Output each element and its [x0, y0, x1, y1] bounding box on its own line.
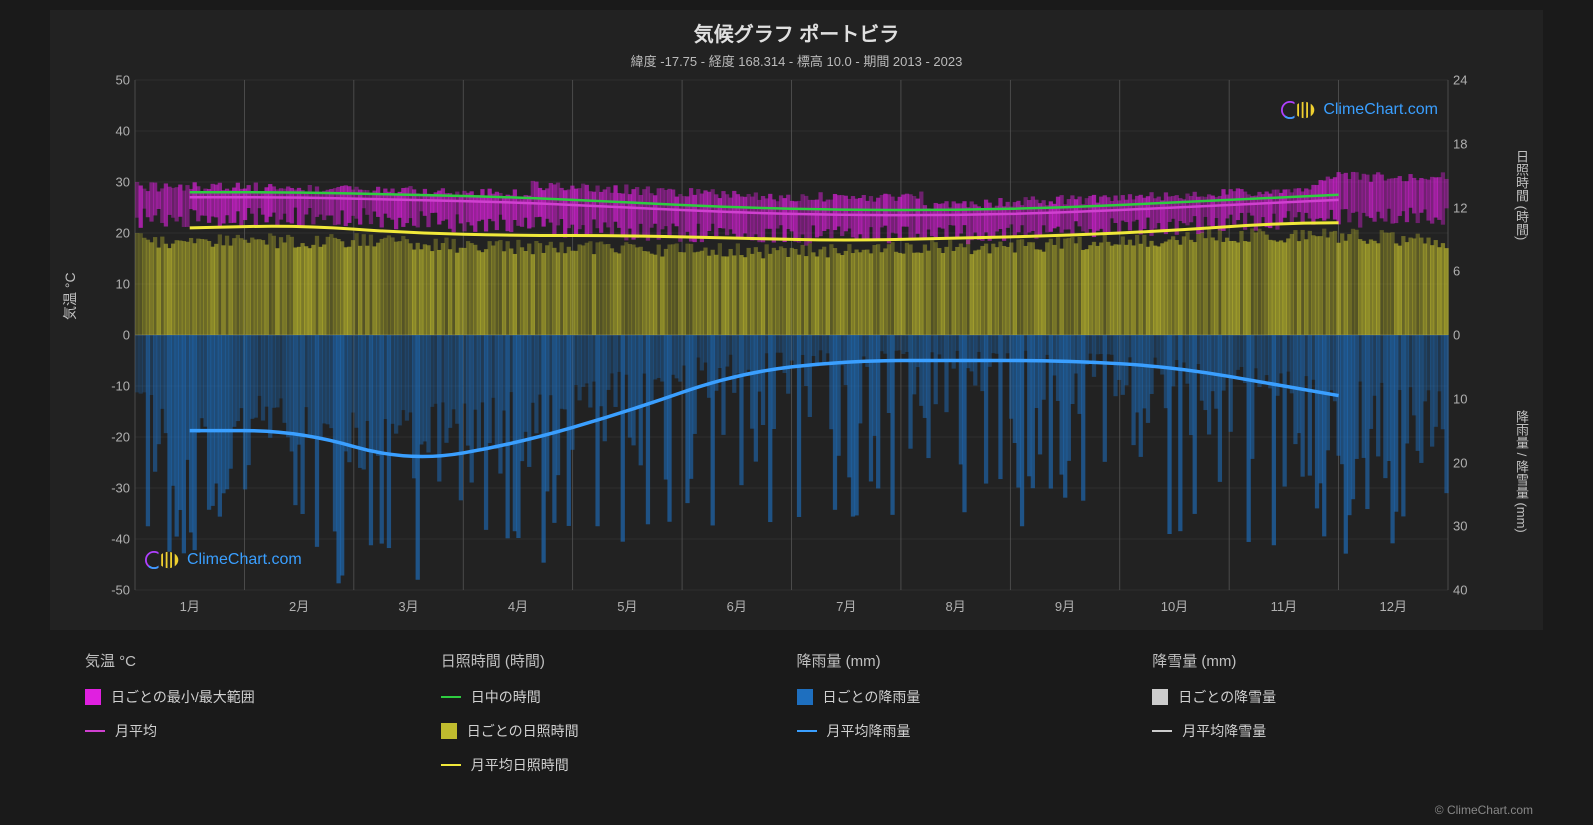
- chart-subtitle: 緯度 -17.75 - 経度 168.314 - 標高 10.0 - 期間 20…: [50, 47, 1543, 80]
- legend-item: 日ごとの降雪量: [1152, 687, 1508, 707]
- watermark-top: ClimeChart.com: [1281, 98, 1438, 122]
- y-tick-left: 0: [95, 328, 130, 343]
- x-tick-month: 8月: [946, 596, 966, 615]
- x-tick-month: 2月: [289, 596, 309, 615]
- legend-swatch: [797, 689, 813, 705]
- legend-header: 降雨量 (mm): [797, 650, 1153, 671]
- legend-item: 日ごとの降雨量: [797, 687, 1153, 707]
- legend-column: 降雨量 (mm) 日ごとの降雨量月平均降雨量: [797, 650, 1153, 815]
- y-tick-right-sun: 0: [1453, 328, 1488, 343]
- logo-icon: [145, 548, 181, 572]
- x-tick-month: 10月: [1161, 596, 1188, 615]
- x-tick-month: 12月: [1380, 596, 1407, 615]
- x-tick-month: 4月: [508, 596, 528, 615]
- y-tick-left: -10: [95, 379, 130, 394]
- credit-text: © ClimeChart.com: [1435, 803, 1533, 817]
- chart-title: 気候グラフ ポートビラ: [50, 10, 1543, 47]
- y-tick-left: -40: [95, 532, 130, 547]
- legend-column: 日照時間 (時間) 日中の時間日ごとの日照時間月平均日照時間: [441, 650, 797, 815]
- legend-header: 日照時間 (時間): [441, 650, 797, 671]
- chart-container: 気候グラフ ポートビラ 緯度 -17.75 - 経度 168.314 - 標高 …: [50, 10, 1543, 630]
- x-tick-month: 6月: [727, 596, 747, 615]
- y-axis-label-right-sunshine: 日照時間 (時間): [1512, 150, 1531, 240]
- y-tick-right-sun: 6: [1453, 264, 1488, 279]
- legend-item: 月平均: [85, 721, 441, 741]
- y-axis-label-right-rain: 降雨量 / 降雪量 (mm): [1512, 410, 1531, 533]
- x-tick-month: 3月: [398, 596, 418, 615]
- legend-label: 日中の時間: [471, 687, 541, 707]
- y-tick-right-rain: 20: [1453, 455, 1488, 470]
- legend-line-swatch: [85, 730, 105, 732]
- logo-icon: [1281, 98, 1317, 122]
- y-tick-right-rain: 10: [1453, 391, 1488, 406]
- legend-label: 日ごとの降雪量: [1178, 687, 1276, 707]
- legend-line-swatch: [441, 696, 461, 698]
- y-tick-right-rain: 40: [1453, 583, 1488, 598]
- y-tick-left: -30: [95, 481, 130, 496]
- legend-header: 降雪量 (mm): [1152, 650, 1508, 671]
- x-tick-month: 5月: [617, 596, 637, 615]
- legend-label: 月平均降雨量: [827, 721, 911, 741]
- legend-label: 月平均降雪量: [1182, 721, 1266, 741]
- watermark-text: ClimeChart.com: [187, 551, 302, 569]
- watermark-bottom: ClimeChart.com: [145, 548, 302, 572]
- legend-label: 月平均日照時間: [471, 755, 569, 775]
- legend-label: 日ごとの降雨量: [823, 687, 921, 707]
- y-tick-right-sun: 24: [1453, 73, 1488, 88]
- y-tick-right-sun: 18: [1453, 136, 1488, 151]
- y-tick-left: 10: [95, 277, 130, 292]
- y-tick-left: 30: [95, 175, 130, 190]
- legend-item: 月平均降雨量: [797, 721, 1153, 741]
- x-tick-month: 11月: [1271, 596, 1298, 615]
- y-tick-right-rain: 30: [1453, 519, 1488, 534]
- legend-column: 気温 °C 日ごとの最小/最大範囲月平均: [85, 650, 441, 815]
- y-tick-left: 50: [95, 73, 130, 88]
- legend-item: 日中の時間: [441, 687, 797, 707]
- y-tick-left: -20: [95, 430, 130, 445]
- legend-swatch: [85, 689, 101, 705]
- x-tick-month: 1月: [180, 596, 200, 615]
- legend-item: 月平均降雪量: [1152, 721, 1508, 741]
- legend-line-swatch: [441, 764, 461, 766]
- y-tick-left: 20: [95, 226, 130, 241]
- x-tick-month: 7月: [836, 596, 856, 615]
- plot-area: -50-40-30-20-1001020304050 0612182410203…: [135, 80, 1448, 590]
- legend-item: 日ごとの日照時間: [441, 721, 797, 741]
- watermark-text: ClimeChart.com: [1323, 101, 1438, 119]
- legend-column: 降雪量 (mm) 日ごとの降雪量月平均降雪量: [1152, 650, 1508, 815]
- legend-line-swatch: [1152, 730, 1172, 732]
- y-tick-right-sun: 12: [1453, 200, 1488, 215]
- chart-svg: [135, 80, 1448, 590]
- legend-label: 月平均: [115, 721, 157, 741]
- y-axis-label-left: 気温 °C: [60, 272, 80, 320]
- legend-swatch: [441, 723, 457, 739]
- legend-label: 日ごとの最小/最大範囲: [111, 687, 255, 707]
- legend-line-swatch: [797, 730, 817, 732]
- legend-swatch: [1152, 689, 1168, 705]
- legend-item: 日ごとの最小/最大範囲: [85, 687, 441, 707]
- legend-area: 気温 °C 日ごとの最小/最大範囲月平均 日照時間 (時間) 日中の時間日ごとの日照時…: [0, 630, 1593, 825]
- y-tick-left: 40: [95, 124, 130, 139]
- legend-item: 月平均日照時間: [441, 755, 797, 775]
- x-tick-month: 9月: [1055, 596, 1075, 615]
- y-tick-left: -50: [95, 583, 130, 598]
- legend-header: 気温 °C: [85, 650, 441, 671]
- legend-label: 日ごとの日照時間: [467, 721, 579, 741]
